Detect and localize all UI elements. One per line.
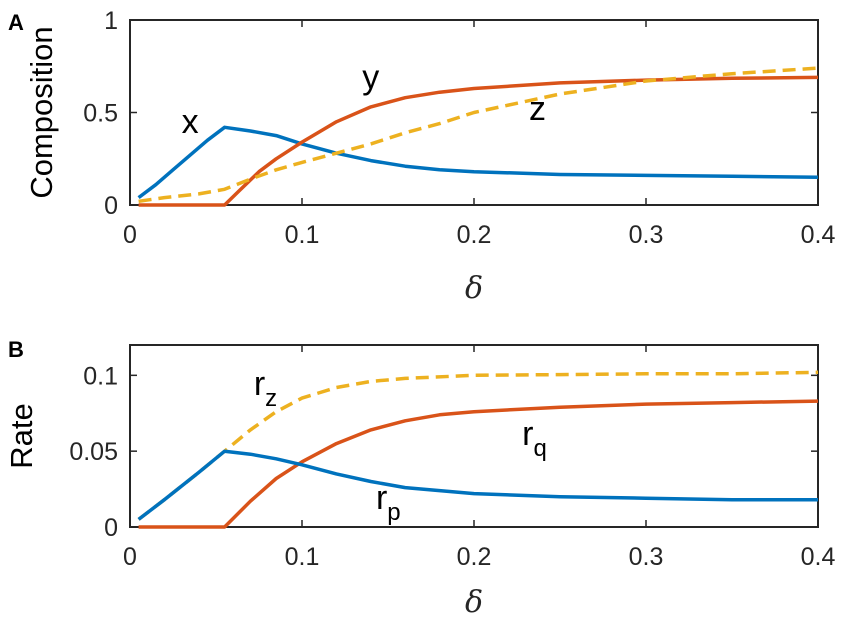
x-tick-label: 0 <box>123 221 137 249</box>
series-line-y <box>138 75 819 207</box>
annotation-main: y <box>362 58 379 96</box>
y-tick-label: 0.05 <box>69 438 118 466</box>
series-line-x <box>137 125 819 199</box>
annotation-subscript: q <box>533 435 546 462</box>
series-line-rz <box>137 370 819 521</box>
panel-label: A <box>8 10 24 35</box>
x-tick-label: 0 <box>123 543 137 571</box>
series-annotation: rz <box>254 365 277 412</box>
panel-label: B <box>8 337 24 362</box>
x-tick-label: 0.4 <box>801 221 836 249</box>
annotation-subscript: z <box>265 385 277 412</box>
series-line-z <box>138 66 819 204</box>
series-annotation: z <box>529 90 546 128</box>
y-axis-label: Composition <box>24 26 59 198</box>
annotation-main: r <box>376 479 387 517</box>
annotation-main: r <box>522 415 533 453</box>
x-axis-label: δ <box>465 271 483 306</box>
annotation-main: x <box>182 103 199 141</box>
series-annotation: rp <box>376 479 401 526</box>
x-tick-label: 0.1 <box>285 221 320 249</box>
series-line-rq <box>138 399 819 529</box>
y-tick-label: 1 <box>104 7 118 35</box>
annotation-main: z <box>529 90 546 128</box>
series-line-rp <box>137 449 818 521</box>
panel-a: 0 0.1 0.2 0.3 0.4 0 0.5 1 x y z Composition δ A <box>8 7 835 306</box>
series-annotation: rq <box>522 415 547 462</box>
x-tick-label: 0.3 <box>629 543 664 571</box>
x-tick-label: 0.1 <box>285 543 320 571</box>
x-tick-label: 0.3 <box>629 221 664 249</box>
y-tick-label: 0 <box>104 192 118 220</box>
x-axis-label: δ <box>465 585 483 620</box>
y-tick-label: 0.5 <box>83 100 118 128</box>
annotation-main: r <box>254 365 265 403</box>
x-tick-label: 0.2 <box>457 221 492 249</box>
x-tick-label: 0.4 <box>801 543 836 571</box>
y-tick-label: 0 <box>104 514 118 542</box>
series-annotation: y <box>362 58 379 96</box>
series-annotation: x <box>182 103 199 141</box>
y-axis-label: Rate <box>4 403 39 468</box>
x-tick-label: 0.2 <box>457 543 492 571</box>
y-tick-label: 0.1 <box>83 362 118 390</box>
annotation-subscript: p <box>387 499 400 526</box>
